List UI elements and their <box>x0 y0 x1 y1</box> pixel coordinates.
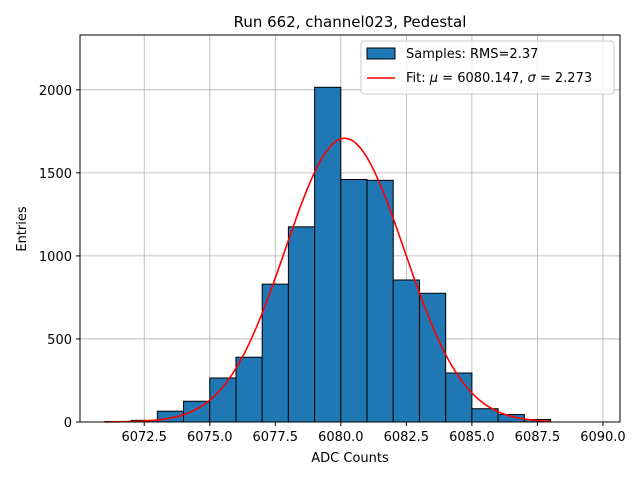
x-axis-label: ADC Counts <box>311 451 389 466</box>
histogram-bar <box>235 356 263 423</box>
x-tick-label: 6077.5 <box>253 430 299 445</box>
y-axis-label: Entries <box>15 206 30 252</box>
legend-hist-label: Samples: RMS=2.37 <box>406 47 538 62</box>
x-tick-label: 6075.0 <box>187 430 233 445</box>
legend-box <box>360 40 615 95</box>
histogram-bar <box>445 372 473 423</box>
x-axis-ticks: 6072.5 6075.0 6077.5 6080.0 6082.5 6085.0 6087… <box>121 422 626 445</box>
histogram-bar <box>366 179 394 423</box>
x-tick-label: 6085.0 <box>449 430 495 445</box>
legend-fit-mu-value: = 6080.147, <box>438 71 527 86</box>
histogram-bar <box>340 179 368 423</box>
legend-fit-prefix: Fit: <box>406 71 430 86</box>
legend: Samples: RMS=2.37 Fit: μ = 6080.147, σ =… <box>360 40 615 95</box>
histogram-bar <box>209 377 237 423</box>
fit-curve <box>104 137 551 423</box>
plot-frame <box>79 34 621 423</box>
histogram-bar <box>183 400 211 423</box>
histogram-bar <box>418 292 447 423</box>
legend-fit-sigma-value: = 2.273 <box>536 71 592 86</box>
x-tick-label: 6087.5 <box>515 430 561 445</box>
chart-title: Run 662, channel023, Pedestal <box>234 13 467 31</box>
histogram-bar <box>287 226 316 423</box>
legend-fit-mu-symbol: μ <box>429 71 438 86</box>
y-tick-label: 0 <box>64 416 72 431</box>
histogram-bar <box>261 283 289 423</box>
legend-fit-sigma-symbol: σ <box>528 71 537 86</box>
legend-fit-label: Fit: μ = 6080.147, σ = 2.273 <box>406 71 592 86</box>
legend-hist-swatch <box>366 47 396 60</box>
y-axis-ticks: 0 500 1000 1500 2000 <box>39 84 80 431</box>
x-tick-label: 6090.0 <box>580 430 626 445</box>
y-tick-label: 1500 <box>39 167 72 182</box>
histogram-bar <box>314 86 342 423</box>
x-tick-label: 6082.5 <box>384 430 430 445</box>
y-tick-label: 2000 <box>39 84 72 99</box>
y-tick-label: 500 <box>47 333 72 348</box>
x-tick-label: 6080.0 <box>318 430 364 445</box>
y-tick-label: 1000 <box>39 250 72 265</box>
x-tick-label: 6072.5 <box>121 430 167 445</box>
histogram-bars <box>104 86 552 423</box>
fit-curve-group <box>104 137 551 423</box>
histogram-bar <box>392 279 420 423</box>
